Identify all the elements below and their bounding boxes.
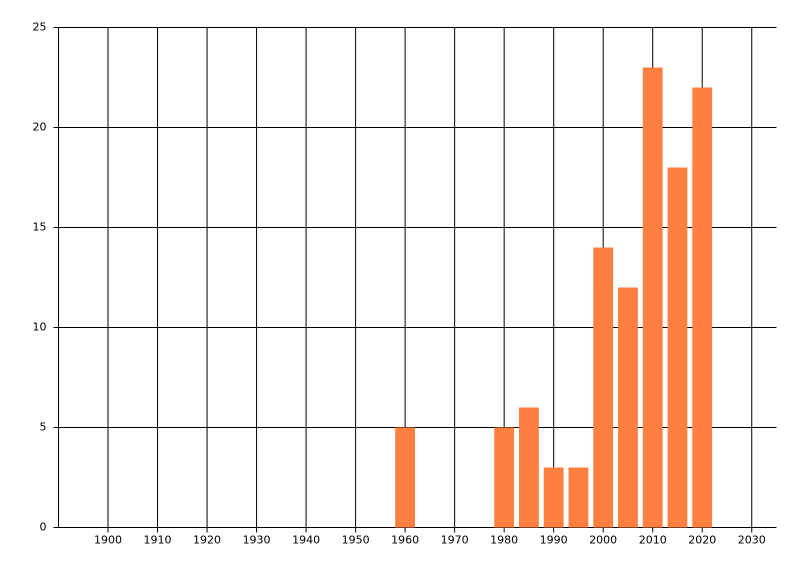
bar: [395, 427, 416, 528]
y-tick-label: 15: [33, 221, 47, 234]
y-tick-label: 20: [33, 121, 47, 134]
x-tick-label: 1980: [490, 534, 518, 547]
x-tick-label: 2010: [639, 534, 667, 547]
y-tick-label: 25: [33, 21, 47, 34]
bar: [494, 427, 515, 528]
x-tick-label: 1950: [342, 534, 370, 547]
y-tick-label: 0: [40, 521, 47, 534]
bar: [519, 407, 539, 528]
bar: [642, 67, 663, 528]
x-tick-label: 2030: [738, 534, 766, 547]
bar: [543, 467, 564, 528]
bar: [593, 247, 614, 528]
x-tick-label: 1990: [540, 534, 568, 547]
bar: [692, 87, 713, 528]
x-tick-label: 2000: [589, 534, 617, 547]
x-tick-label: 1910: [144, 534, 172, 547]
y-tick-label: 10: [33, 321, 47, 334]
x-tick-label: 1960: [391, 534, 419, 547]
x-tick-label: 1940: [292, 534, 320, 547]
y-tick-label: 5: [40, 421, 47, 434]
x-tick-label: 1970: [441, 534, 469, 547]
x-tick-label: 1900: [94, 534, 122, 547]
bar: [667, 167, 688, 528]
x-tick-label: 1920: [193, 534, 221, 547]
bar: [568, 467, 589, 528]
x-tick-label: 2020: [688, 534, 716, 547]
bar: [618, 287, 638, 528]
x-tick-label: 1930: [243, 534, 271, 547]
